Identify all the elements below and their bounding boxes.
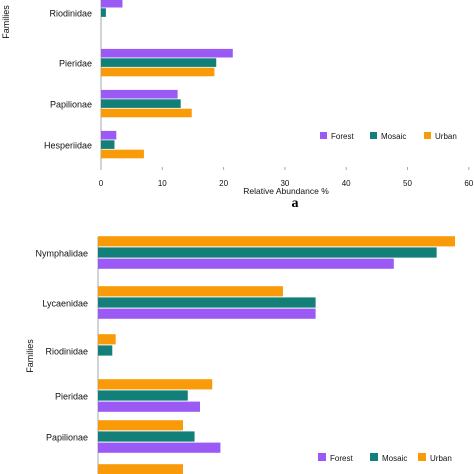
panel-b-bar-pieridae-urban	[98, 379, 213, 390]
panel-b-bar-nymphalidae-urban	[98, 236, 455, 247]
panel-a-x-tick-label: 60	[464, 179, 473, 188]
panel-a-legend-swatch-forest	[320, 132, 327, 139]
panel-a-category-label: Hesperiidae	[44, 141, 92, 151]
panel-b-bar-nymphalidae-mosaic	[98, 247, 437, 258]
panel-b-bar-papilionae-mosaic	[98, 431, 195, 442]
panel-a-bar-riodinidae-forest	[101, 0, 123, 8]
panel-a-x-axis-title: Relative Abundance %	[243, 186, 329, 196]
panel-b-category-label: Pieridae	[55, 392, 88, 402]
panel-a-x-tick-label: 50	[403, 179, 412, 188]
panel-a-category-label: Riodinidae	[49, 9, 92, 19]
panel-a-bar-papilionae-urban	[101, 108, 192, 118]
panel-b-bar-papilionae-urban	[98, 420, 183, 431]
panel-b-bar-nymphalidae-forest	[98, 258, 394, 269]
panel-a-x-tick-label: 30	[280, 179, 289, 188]
panel-a-bar-hesperiidae-urban	[101, 149, 144, 159]
panel-b-category-label: Papilionae	[46, 433, 88, 443]
panel-b-bar-pieridae-forest	[98, 401, 200, 412]
panel-a-bar-hesperiidae-mosaic	[101, 140, 115, 149]
panel-a-bar-riodinidae-mosaic	[101, 8, 106, 17]
panel-b-bar-papilionae-forest	[98, 442, 221, 453]
panel-b-category-label: Riodinidae	[45, 347, 88, 357]
panel-a-x-tick-label: 20	[219, 179, 228, 188]
panel-b-category-label: Lycaenidae	[42, 299, 88, 309]
panel-a-legend-label-mosaic: Mosaic	[381, 132, 406, 141]
panel-b-bar-riodinidae-mosaic	[98, 345, 113, 356]
panel-b-legend-swatch-mosaic	[370, 453, 378, 461]
panel-b-bar-pieridae-mosaic	[98, 390, 188, 401]
panel-b-legend-label-mosaic: Mosaic	[382, 454, 407, 463]
panel-b-legend-swatch-forest	[318, 453, 326, 461]
panel-b-legend-swatch-urban	[418, 453, 426, 461]
panel-b-legend-label-urban: Urban	[430, 454, 452, 463]
panel-a-legend-label-forest: Forest	[331, 132, 354, 141]
panel-a-bar-pieridae-mosaic	[101, 58, 217, 67]
panel-a-x-tick-label: 0	[99, 179, 104, 188]
panel-a-bar-hesperiidae-forest	[101, 130, 117, 140]
panel-b-category-label: Nymphalidae	[35, 249, 88, 259]
panel-b-bar-lycaenidae-forest	[98, 308, 316, 319]
panel-a-bar-papilionae-mosaic	[101, 99, 181, 108]
panel-a-bar-pieridae-forest	[101, 48, 233, 58]
panel-a-category-label: Papilionae	[50, 100, 92, 110]
panel-b-legend-label-forest: Forest	[330, 454, 353, 463]
panel-a-bar-papilionae-forest	[101, 89, 178, 99]
panel-b-y-axis-title: Families	[25, 339, 35, 373]
panel-letter: a	[291, 196, 299, 211]
panel-a-legend-swatch-urban	[424, 132, 431, 139]
panel-a-y-axis-title: Families	[1, 5, 11, 39]
panel-a-category-label: Pieridae	[59, 59, 92, 69]
panel-b-bar-lycaenidae-mosaic	[98, 297, 316, 308]
panel-a-legend-label-urban: Urban	[435, 132, 457, 141]
panel-a-bar-pieridae-urban	[101, 67, 215, 77]
panel-b-bar-riodinidae-urban	[98, 334, 116, 345]
panel-a-legend-swatch-mosaic	[370, 132, 377, 139]
panel-b-bar-lycaenidae-urban	[98, 286, 283, 297]
panel-b-bar-hesperiidae-urban	[98, 464, 183, 474]
panel-a-x-tick-label: 10	[158, 179, 167, 188]
panel-a-x-tick-label: 40	[342, 179, 351, 188]
